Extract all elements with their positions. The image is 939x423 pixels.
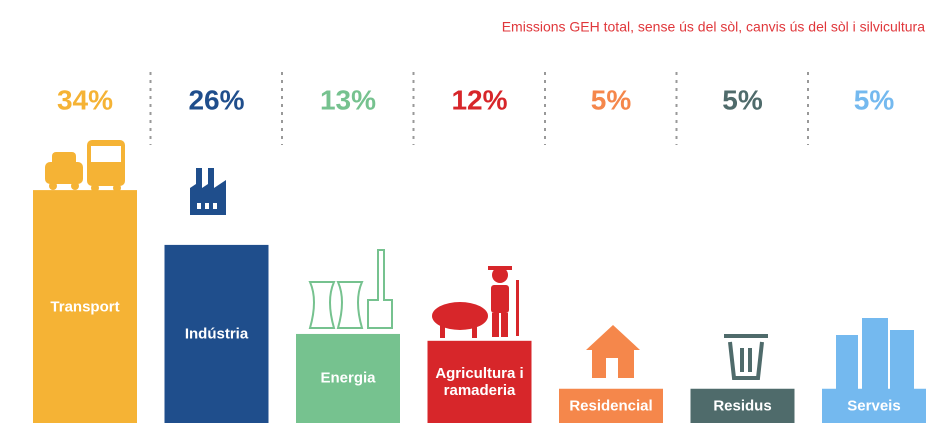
value-label: 5% [854,84,895,115]
bar [559,388,663,423]
bar [164,244,269,423]
bar [690,388,795,423]
bar [296,333,400,423]
value-label: 13% [320,84,376,115]
agriculture-icon [432,266,519,338]
bar [33,190,137,423]
value-label: 5% [591,84,632,115]
category-label: Energia [320,369,376,387]
category-label: Serveis [847,397,901,415]
category-label: Residus [713,397,772,415]
bar [427,340,532,423]
value-label: 5% [722,84,763,115]
category-label: Agricultura i ramaderia [435,364,524,399]
chart-title: Emissions GEH total, sense ús del sòl, c… [502,19,925,35]
transport-icon [45,140,125,192]
industry-icon [190,168,226,215]
value-label: 26% [188,84,244,115]
value-label: 12% [451,84,507,115]
services-icon [836,318,914,395]
category-label: Residencial [569,397,653,415]
category-label: Transport [50,298,120,316]
category-label: Indústria [184,325,249,343]
icons [45,140,914,395]
residential-icon [586,325,640,378]
bar [822,388,926,423]
waste-icon [724,334,768,380]
value-label: 34% [57,84,113,115]
energy-icon [308,249,393,329]
